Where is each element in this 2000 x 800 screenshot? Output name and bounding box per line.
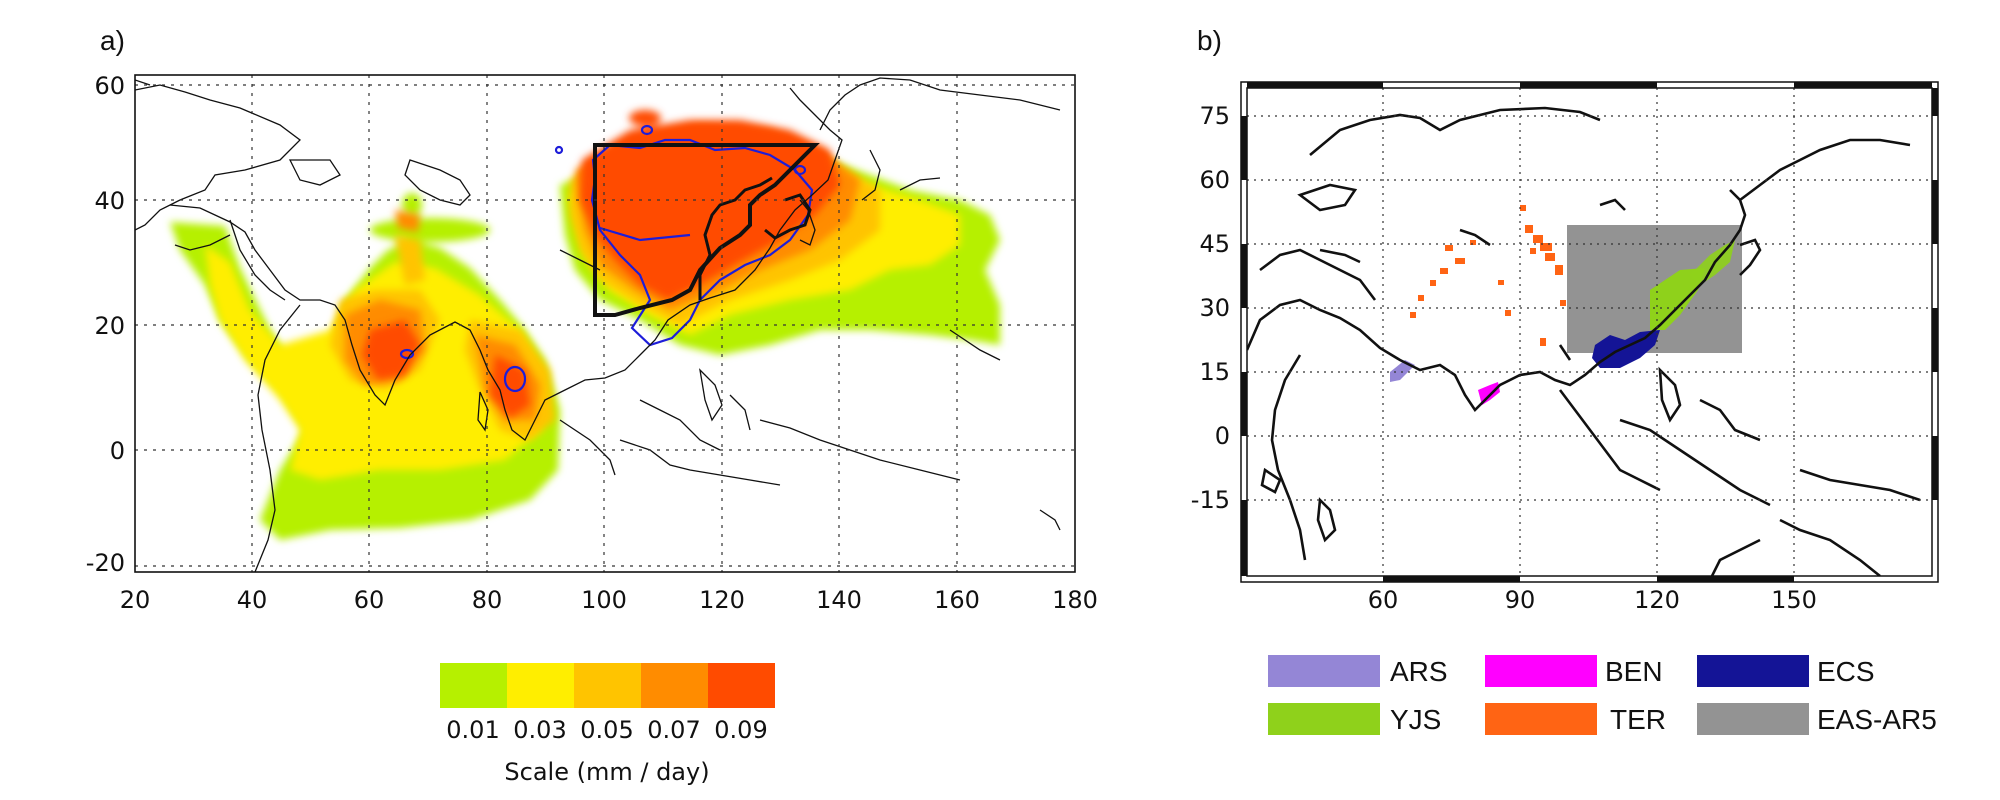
region-legend: ARS BEN ECS YJS TER EAS-AR5 (1268, 655, 1937, 735)
x-tick: 80 (472, 586, 503, 614)
y-tick: 15 (1199, 358, 1230, 386)
panel-a: a) (86, 25, 1098, 786)
colorbar-title: Scale (mm / day) (504, 758, 709, 786)
x-tick: 180 (1052, 586, 1098, 614)
graticule-b (1247, 88, 1932, 576)
panel-a-x-ticks: 20 40 60 80 100 120 140 160 180 (120, 586, 1098, 614)
colorbar-swatch (574, 663, 641, 708)
x-tick: 100 (581, 586, 627, 614)
legend-label-ars: ARS (1390, 656, 1448, 687)
x-tick: 150 (1771, 586, 1817, 614)
legend-label-yjs: YJS (1390, 704, 1441, 735)
legend-swatch-ben (1485, 655, 1597, 687)
y-tick: 60 (1199, 166, 1230, 194)
legend-swatch-ter (1485, 703, 1597, 735)
colorbar-tick: 0.03 (513, 716, 566, 744)
region-ter (1410, 205, 1566, 346)
y-tick: 0 (110, 437, 125, 465)
panel-b: b) (1191, 25, 1939, 735)
coastlines-b (1247, 106, 1921, 576)
x-tick: 160 (934, 586, 980, 614)
y-tick: -15 (1191, 486, 1230, 514)
legend-swatch-ecs (1697, 655, 1809, 687)
region-fills (1390, 205, 1742, 405)
colorbar-swatch (641, 663, 708, 708)
colorbar-tick: 0.07 (647, 716, 700, 744)
panel-a-frame (134, 74, 1076, 573)
y-tick: 40 (94, 187, 125, 215)
y-tick: 45 (1199, 230, 1230, 258)
colorbar-swatch (708, 663, 775, 708)
y-tick: 30 (1199, 294, 1230, 322)
x-tick: 120 (1634, 586, 1680, 614)
x-tick: 120 (699, 586, 745, 614)
legend-swatch-ars (1268, 655, 1380, 687)
colorbar-tick: 0.09 (714, 716, 767, 744)
x-tick: 90 (1505, 586, 1536, 614)
x-tick: 60 (354, 586, 385, 614)
graticule (135, 75, 1075, 572)
panel-b-y-ticks: 75 60 45 30 15 0 -15 (1191, 102, 1230, 514)
y-tick: 60 (94, 72, 125, 100)
legend-label-eas-ar5: EAS-AR5 (1817, 704, 1937, 735)
colorbar-tick: 0.05 (580, 716, 633, 744)
coastlines (135, 77, 1061, 572)
region-ars (1390, 360, 1415, 382)
y-tick: -20 (86, 549, 125, 577)
x-tick: 40 (237, 586, 268, 614)
legend-label-ben: BEN (1605, 656, 1663, 687)
colorbar-swatch (440, 663, 507, 708)
y-tick: 75 (1199, 102, 1230, 130)
x-tick: 140 (816, 586, 862, 614)
legend-swatch-eas-ar5 (1697, 703, 1809, 735)
colorbar-swatch (507, 663, 574, 708)
region-yjs (1650, 268, 1705, 330)
colorbar: 0.01 0.03 0.05 0.07 0.09 Scale (mm / day… (440, 663, 775, 786)
y-tick: 20 (94, 312, 125, 340)
panel-b-frame (1240, 81, 1939, 583)
legend-label-ecs: ECS (1817, 656, 1875, 687)
study-region-outline (593, 143, 820, 317)
x-tick: 20 (120, 586, 151, 614)
y-tick: 0 (1215, 422, 1230, 450)
legend-swatch-yjs (1268, 703, 1380, 735)
region-ben (1478, 382, 1500, 405)
panel-a-label: a) (100, 25, 125, 56)
panel-b-label: b) (1197, 25, 1222, 56)
panel-b-x-ticks: 60 90 120 150 (1368, 586, 1817, 614)
x-tick: 60 (1368, 586, 1399, 614)
panel-a-y-ticks: 60 40 20 0 -20 (86, 72, 125, 577)
colorbar-tick: 0.01 (446, 716, 499, 744)
legend-label-ter: TER (1610, 704, 1666, 735)
